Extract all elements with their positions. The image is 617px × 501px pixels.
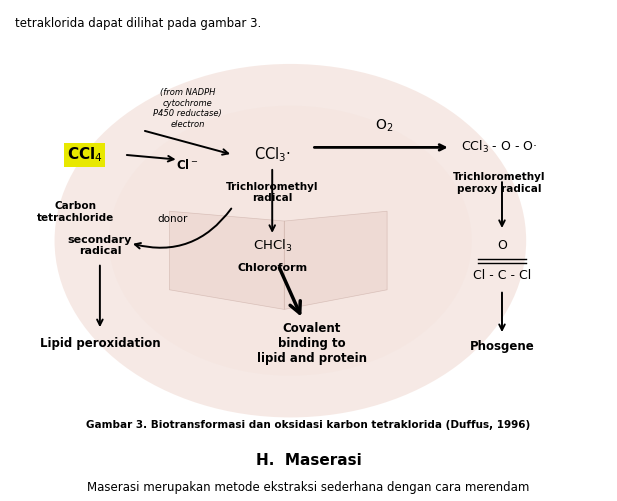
Text: donor: donor bbox=[157, 213, 188, 223]
Text: secondary
radical: secondary radical bbox=[68, 235, 132, 257]
Text: H.  Maserasi: H. Maserasi bbox=[255, 453, 362, 468]
Ellipse shape bbox=[109, 106, 472, 376]
Text: Cl - C - Cl: Cl - C - Cl bbox=[473, 269, 531, 282]
Text: Maserasi merupakan metode ekstraksi sederhana dengan cara merendam: Maserasi merupakan metode ekstraksi sede… bbox=[88, 480, 529, 493]
Ellipse shape bbox=[54, 64, 526, 417]
Text: Cl$^-$: Cl$^-$ bbox=[176, 158, 199, 171]
Text: Carbon
tetrachloride: Carbon tetrachloride bbox=[37, 201, 114, 223]
Text: Chloroform: Chloroform bbox=[237, 263, 307, 273]
Polygon shape bbox=[284, 211, 387, 310]
Text: Gambar 3. Biotransformasi dan oksidasi karbon tetraklorida (Duffus, 1996): Gambar 3. Biotransformasi dan oksidasi k… bbox=[86, 420, 531, 430]
Text: (from NADPH
cytochrome
P450 reductase)
electron: (from NADPH cytochrome P450 reductase) e… bbox=[153, 89, 222, 129]
Polygon shape bbox=[170, 211, 284, 310]
Text: Trichloromethyl
peroxy radical: Trichloromethyl peroxy radical bbox=[453, 172, 545, 193]
Text: O: O bbox=[497, 239, 507, 252]
Text: CCl$_4$: CCl$_4$ bbox=[67, 145, 102, 164]
Text: CCl$_3$·: CCl$_3$· bbox=[254, 145, 291, 164]
Text: CCl$_3$ - O - O·: CCl$_3$ - O - O· bbox=[461, 139, 537, 155]
Text: CHCl$_3$: CHCl$_3$ bbox=[252, 237, 292, 254]
Text: Trichloromethyl
radical: Trichloromethyl radical bbox=[226, 182, 318, 203]
Text: Lipid peroxidation: Lipid peroxidation bbox=[39, 337, 160, 350]
Text: Covalent
binding to
lipid and protein: Covalent binding to lipid and protein bbox=[257, 322, 366, 365]
Text: Phosgene: Phosgene bbox=[470, 340, 534, 353]
Text: tetraklorida dapat dilihat pada gambar 3.: tetraklorida dapat dilihat pada gambar 3… bbox=[15, 18, 262, 30]
Text: O$_2$: O$_2$ bbox=[375, 117, 393, 133]
